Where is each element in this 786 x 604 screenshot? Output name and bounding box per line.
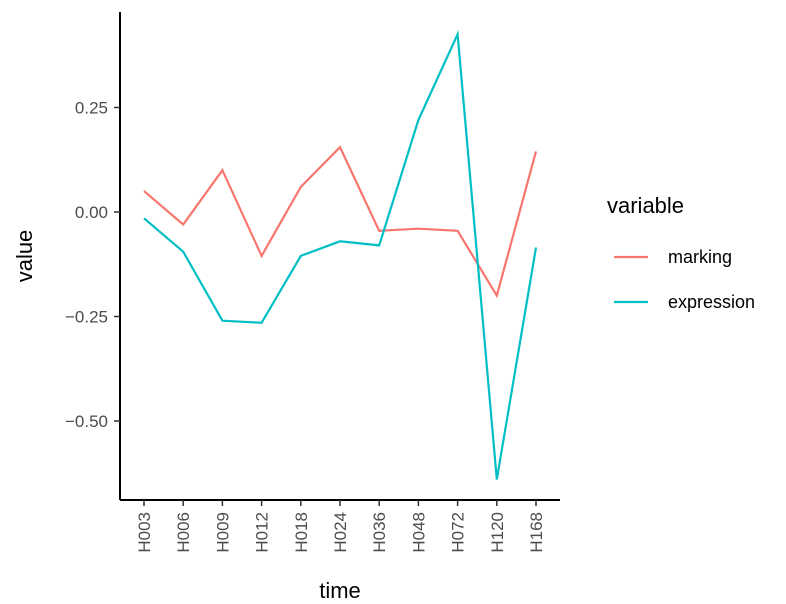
x-tick-label: H168 <box>527 512 546 553</box>
x-tick-label: H009 <box>213 512 232 553</box>
y-tick-label: −0.50 <box>65 412 108 431</box>
x-tick-label: H003 <box>135 512 154 553</box>
x-axis-title: time <box>319 578 361 603</box>
x-tick-label: H018 <box>292 512 311 553</box>
legend: variable marking expression <box>607 193 755 312</box>
y-tick-label: 0.00 <box>75 203 108 222</box>
series-layer <box>143 30 538 480</box>
x-ticks: H003 H006 H009 H012 H018 H024 H036 H048 H072 H120… <box>135 500 546 553</box>
x-tick-label: H006 <box>174 512 193 553</box>
legend-title: variable <box>607 193 684 218</box>
x-tick-label: H120 <box>488 512 507 553</box>
x-tick-label: H072 <box>449 512 468 553</box>
y-tick-label: 0.25 <box>75 99 108 118</box>
series-line-marking <box>143 145 538 299</box>
y-ticks: 0.25 0.00 −0.25 −0.50 <box>65 99 120 431</box>
y-tick-label: −0.25 <box>65 308 108 327</box>
x-tick-label: H036 <box>370 512 389 553</box>
y-axis-title: value <box>12 230 37 283</box>
legend-label-marking: marking <box>668 247 732 267</box>
x-tick-label: H012 <box>253 512 272 553</box>
x-tick-label: H024 <box>331 512 350 553</box>
x-tick-label: H048 <box>409 512 428 553</box>
series-line-expression <box>143 30 538 480</box>
legend-label-expression: expression <box>668 292 755 312</box>
